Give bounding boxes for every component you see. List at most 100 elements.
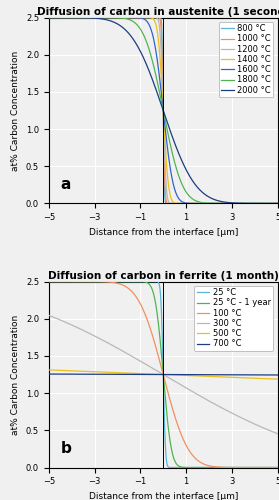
1400 °C — [218, 200, 221, 206]
25 °C - 1 year — [235, 464, 239, 470]
1600 °C — [134, 14, 138, 20]
1200 °C — [276, 200, 279, 206]
1400 °C — [184, 200, 188, 206]
1200 °C — [181, 200, 184, 206]
1800 °C — [196, 198, 199, 204]
1200 °C — [134, 14, 138, 20]
1000 °C — [173, 200, 176, 206]
25 °C - 1 year — [218, 464, 221, 470]
800 °C — [196, 200, 199, 206]
100 °C — [134, 294, 138, 300]
1000 °C — [196, 200, 199, 206]
1600 °C — [276, 200, 279, 206]
100 °C — [196, 458, 199, 464]
1600 °C — [229, 200, 232, 206]
25 °C — [177, 464, 180, 470]
25 °C - 1 year — [89, 278, 92, 284]
800 °C — [134, 14, 138, 20]
Line: 2000 °C: 2000 °C — [49, 18, 278, 204]
500 °C — [276, 376, 279, 382]
1800 °C — [235, 200, 239, 206]
25 °C — [184, 464, 188, 470]
2000 °C — [89, 15, 92, 21]
1200 °C — [47, 14, 50, 20]
Line: 25 °C: 25 °C — [49, 282, 278, 468]
100 °C — [89, 278, 92, 284]
25 °C - 1 year — [134, 278, 138, 284]
500 °C — [134, 370, 138, 376]
25 °C — [196, 464, 199, 470]
Line: 25 °C - 1 year: 25 °C - 1 year — [49, 282, 278, 468]
100 °C — [218, 464, 221, 470]
Text: b: b — [60, 442, 71, 456]
Legend: 800 °C, 1000 °C, 1200 °C, 1400 °C, 1600 °C, 1800 °C, 2000 °C: 800 °C, 1000 °C, 1200 °C, 1400 °C, 1600 … — [219, 22, 273, 97]
25 °C - 1 year — [276, 464, 279, 470]
2000 °C — [47, 14, 50, 20]
2000 °C — [218, 198, 221, 204]
700 °C — [218, 372, 221, 378]
500 °C — [196, 373, 199, 379]
700 °C — [235, 372, 239, 378]
300 °C — [134, 356, 138, 362]
Title: Diffusion of carbon in austenite (1 second): Diffusion of carbon in austenite (1 seco… — [37, 6, 279, 16]
500 °C — [235, 374, 239, 380]
300 °C — [47, 312, 50, 318]
1000 °C — [218, 200, 221, 206]
25 °C - 1 year — [215, 464, 218, 470]
1200 °C — [89, 14, 92, 20]
800 °C — [169, 200, 172, 206]
Line: 500 °C: 500 °C — [49, 370, 278, 379]
Line: 700 °C: 700 °C — [49, 374, 278, 375]
25 °C — [47, 278, 50, 284]
25 °C - 1 year — [47, 278, 50, 284]
25 °C — [218, 464, 221, 470]
1800 °C — [218, 200, 221, 206]
2000 °C — [276, 200, 279, 206]
300 °C — [276, 430, 279, 436]
25 °C - 1 year — [184, 464, 188, 470]
1600 °C — [196, 200, 199, 206]
1800 °C — [276, 200, 279, 206]
1200 °C — [235, 200, 239, 206]
700 °C — [134, 372, 138, 378]
2000 °C — [196, 184, 199, 190]
X-axis label: Distance from the interface [μm]: Distance from the interface [μm] — [88, 228, 238, 236]
800 °C — [218, 200, 221, 206]
700 °C — [196, 372, 199, 378]
500 °C — [218, 374, 221, 380]
Y-axis label: at% Carbon Concentration: at% Carbon Concentration — [11, 50, 20, 170]
25 °C — [89, 278, 92, 284]
700 °C — [89, 371, 92, 377]
1000 °C — [89, 14, 92, 20]
1400 °C — [196, 200, 199, 206]
Y-axis label: at% Carbon Concentration: at% Carbon Concentration — [11, 314, 20, 434]
Line: 1400 °C: 1400 °C — [49, 18, 278, 204]
1800 °C — [47, 14, 50, 20]
1800 °C — [134, 21, 138, 27]
Line: 800 °C: 800 °C — [49, 18, 278, 204]
1200 °C — [184, 200, 188, 206]
1600 °C — [47, 14, 50, 20]
800 °C — [235, 200, 239, 206]
800 °C — [89, 14, 92, 20]
25 °C — [134, 278, 138, 284]
1000 °C — [47, 14, 50, 20]
1400 °C — [196, 200, 199, 206]
Line: 1000 °C: 1000 °C — [49, 18, 278, 204]
Line: 100 °C: 100 °C — [49, 282, 278, 468]
800 °C — [276, 200, 279, 206]
Line: 1800 °C: 1800 °C — [49, 18, 278, 204]
1600 °C — [235, 200, 239, 206]
2000 °C — [184, 166, 188, 172]
1400 °C — [276, 200, 279, 206]
25 °C — [276, 464, 279, 470]
300 °C — [235, 412, 239, 418]
Line: 1200 °C: 1200 °C — [49, 18, 278, 204]
Legend: 25 °C, 25 °C - 1 year, 100 °C, 300 °C, 500 °C, 700 °C: 25 °C, 25 °C - 1 year, 100 °C, 300 °C, 5… — [194, 286, 273, 351]
1200 °C — [196, 200, 199, 206]
25 °C - 1 year — [196, 464, 199, 470]
1800 °C — [89, 14, 92, 20]
2000 °C — [134, 41, 138, 47]
500 °C — [47, 367, 50, 373]
1400 °C — [134, 14, 138, 20]
